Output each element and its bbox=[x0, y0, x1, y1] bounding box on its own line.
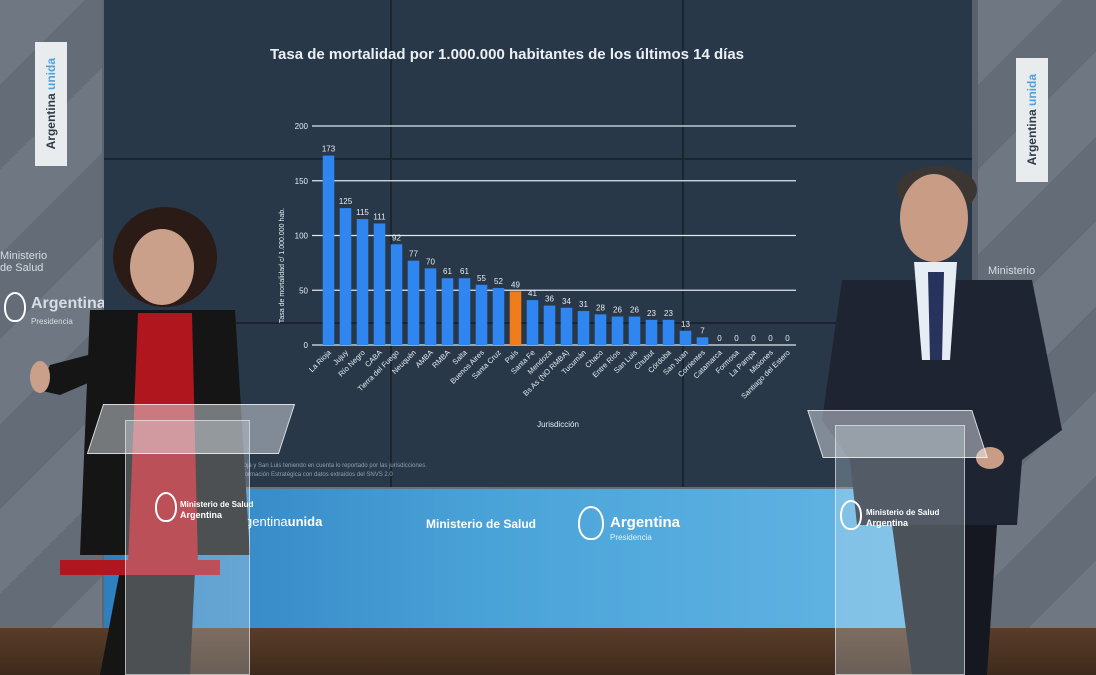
x-axis-title: Jurisdicción bbox=[537, 420, 579, 429]
national-seal-icon bbox=[4, 292, 26, 322]
bar bbox=[407, 260, 420, 345]
y-tick-label: 100 bbox=[295, 232, 309, 241]
right-acrylic-podium bbox=[835, 425, 965, 675]
tag-argentina-text: Argentina bbox=[44, 93, 58, 150]
bar-value-label: 7 bbox=[700, 326, 705, 335]
bar bbox=[594, 314, 607, 345]
wall-ministry-label: Ministerio de Salud bbox=[0, 250, 48, 274]
bar bbox=[543, 305, 556, 345]
right-podium-top bbox=[807, 410, 988, 458]
bar-value-label: 111 bbox=[373, 212, 386, 221]
bar-value-label: 36 bbox=[545, 295, 554, 304]
bar bbox=[560, 307, 573, 345]
bar-value-label: 70 bbox=[426, 257, 435, 266]
bar bbox=[526, 300, 539, 345]
bar bbox=[645, 319, 658, 345]
bar-value-label: 31 bbox=[579, 300, 588, 309]
bar-value-label: 23 bbox=[647, 309, 656, 318]
bar bbox=[356, 219, 369, 345]
left-podium-label: Ministerio de Salud Argentina bbox=[180, 500, 254, 520]
x-category-label: RMBA bbox=[430, 348, 452, 370]
wall-country-label: Argentina bbox=[31, 295, 106, 312]
bar-value-label: 61 bbox=[443, 267, 452, 276]
bar bbox=[679, 330, 692, 345]
bar-value-label: 26 bbox=[613, 306, 622, 315]
bar-value-label: 23 bbox=[664, 309, 673, 318]
left-podium-top bbox=[86, 404, 296, 454]
backdrop-presidency-label: Presidencia bbox=[610, 533, 652, 542]
bar-value-label: 77 bbox=[409, 250, 418, 259]
wall-ministry-label-right: Ministerio bbox=[988, 265, 1036, 277]
y-tick-label: 50 bbox=[299, 286, 308, 295]
bar bbox=[390, 244, 403, 345]
tag-unida-text: unida bbox=[44, 58, 58, 91]
bar bbox=[611, 316, 624, 345]
wall-presidency-label: Presidencia bbox=[31, 317, 73, 326]
chart-title: Tasa de mortalidad por 1.000.000 habitan… bbox=[269, 46, 745, 63]
bar-value-label: 26 bbox=[630, 306, 639, 315]
bar bbox=[441, 278, 454, 345]
bar-value-label: 41 bbox=[528, 289, 537, 298]
bar bbox=[322, 155, 335, 345]
backdrop-ministry-label: Ministerio de Salud bbox=[426, 517, 537, 531]
bar-value-label: 61 bbox=[460, 267, 469, 276]
screen-seam bbox=[682, 0, 684, 487]
bar-value-label: 115 bbox=[356, 208, 369, 217]
bar bbox=[628, 316, 641, 345]
bar bbox=[662, 319, 675, 345]
right-podium-label: Ministerio de Salud Argentina bbox=[866, 508, 940, 528]
bar-value-label: 0 bbox=[717, 334, 722, 343]
backdrop-country-label: Argentina bbox=[610, 514, 681, 531]
bar bbox=[696, 337, 709, 345]
bar-value-label: 125 bbox=[339, 197, 353, 206]
bar bbox=[424, 268, 437, 345]
national-seal-icon bbox=[578, 506, 604, 540]
female-speaker-figure bbox=[30, 207, 250, 675]
lower-backdrop-panel bbox=[104, 489, 972, 633]
bar-value-label: 0 bbox=[785, 334, 790, 343]
x-category-label: La Rioja bbox=[307, 347, 333, 373]
chart-footnote: ...a Rioja y San Luis teniendo en cuenta… bbox=[228, 463, 427, 478]
male-speaker-figure bbox=[822, 166, 1062, 675]
bar-value-label: 13 bbox=[681, 320, 690, 329]
bar bbox=[492, 288, 505, 345]
bar-value-label: 0 bbox=[768, 334, 773, 343]
bar bbox=[373, 223, 386, 345]
bar bbox=[577, 311, 590, 345]
screen-seam bbox=[390, 0, 392, 487]
bar bbox=[458, 278, 471, 345]
left-acrylic-podium bbox=[125, 420, 250, 675]
bar-value-label: 49 bbox=[511, 280, 520, 289]
bar-value-label: 92 bbox=[392, 233, 401, 242]
y-tick-label: 0 bbox=[304, 341, 309, 350]
bar-value-label: 28 bbox=[596, 303, 605, 312]
y-tick-label: 150 bbox=[295, 177, 309, 186]
y-tick-label: 200 bbox=[295, 122, 309, 131]
bar-value-label: 34 bbox=[562, 297, 571, 306]
bar-value-label: 0 bbox=[734, 334, 739, 343]
bar-value-label: 173 bbox=[322, 145, 336, 154]
vertical-brand-tag-right: Argentina unida bbox=[1016, 58, 1048, 182]
podium-seal-icon bbox=[840, 500, 862, 530]
bar-value-label: 52 bbox=[494, 277, 503, 286]
y-axis-title: Tasa de mortalidad c/ 1.000.000 hab. bbox=[279, 208, 286, 323]
bar-highlight bbox=[509, 291, 522, 345]
bar bbox=[475, 284, 488, 345]
screen-seam bbox=[104, 158, 972, 160]
podium-seal-icon bbox=[155, 492, 177, 522]
bar-value-label: 0 bbox=[751, 334, 756, 343]
bar-value-label: 55 bbox=[477, 274, 486, 283]
vertical-brand-tag-left: Argentina unida bbox=[35, 42, 67, 166]
bar bbox=[339, 208, 352, 345]
